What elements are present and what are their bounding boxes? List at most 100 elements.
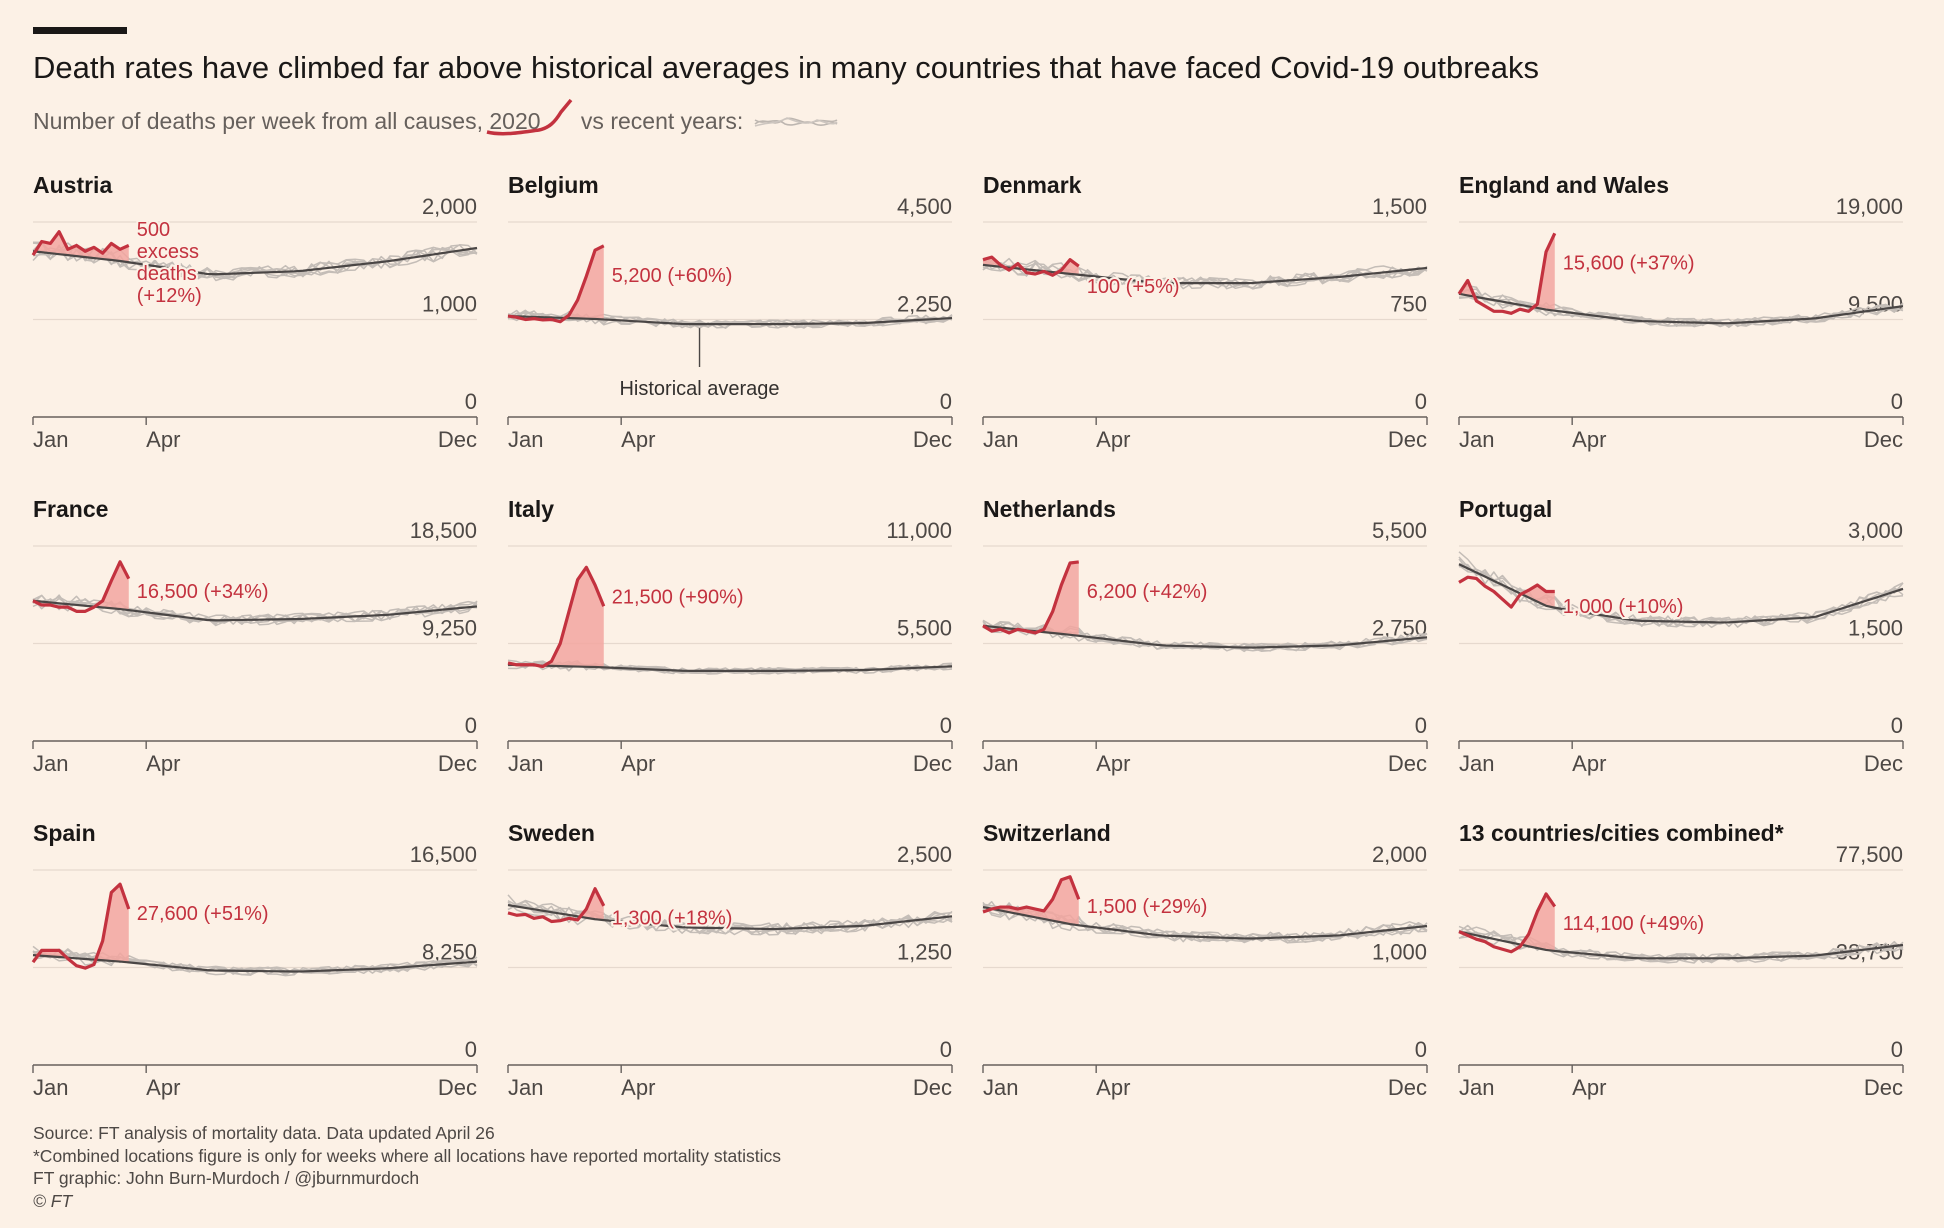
- y-tick-label: 1,500: [1848, 616, 1903, 641]
- x-tick-label: Jan: [1459, 751, 1494, 776]
- y-tick-label: 0: [1415, 1037, 1427, 1062]
- line-2020: [1458, 892, 1557, 954]
- y-tick-label: 16,500: [410, 842, 477, 867]
- x-tick-label: Dec: [438, 1075, 477, 1100]
- panel-title: Portugal: [1459, 496, 1553, 522]
- x-tick-label: Dec: [913, 427, 952, 452]
- x-tick-label: Apr: [1096, 427, 1130, 452]
- y-tick-label: 0: [1891, 1037, 1903, 1062]
- x-tick-label: Apr: [1572, 1075, 1606, 1100]
- excess-deaths-annotation: excess: [137, 241, 199, 263]
- y-tick-label: 2,500: [897, 842, 952, 867]
- y-tick-label: 0: [1415, 713, 1427, 738]
- line-2020: [982, 875, 1081, 914]
- panel-denmark: Denmark 0 750 1,500 Jan Apr Dec 100 (+5%): [982, 172, 1428, 487]
- panel-title: Belgium: [508, 172, 599, 198]
- x-tick-label: Apr: [1572, 751, 1606, 776]
- panel-portugal: Portugal 0 1,500 3,000 Jan Apr Dec 1,000 (+10%): [1458, 496, 1904, 811]
- historical-average-line: [32, 246, 478, 276]
- panel-france: France 0 9,250 18,500 Jan Apr Dec 16,500 (+34%): [32, 496, 478, 811]
- historical-average-line: [1458, 930, 1904, 960]
- excess-deaths-annotation: 1,300 (+18%): [612, 908, 733, 930]
- line-2020: [507, 244, 605, 324]
- chart-svg: 0 1,250 2,500 Jan Apr Dec 1,300 (+18%): [507, 842, 953, 1100]
- y-tick-label: 0: [465, 1037, 477, 1062]
- excess-deaths-area: [508, 567, 604, 668]
- x-tick-label: Jan: [33, 751, 68, 776]
- x-tick-label: Dec: [1388, 427, 1427, 452]
- y-tick-label: 2,000: [422, 194, 477, 219]
- line-2020: [507, 887, 606, 924]
- x-tick-label: Apr: [146, 1075, 180, 1100]
- footer-source: Source: FT analysis of mortality data. D…: [33, 1123, 495, 1143]
- excess-deaths-area: [508, 245, 604, 320]
- y-tick-label: 5,500: [897, 616, 952, 641]
- chart-svg: 0 750 1,500 Jan Apr Dec 100 (+5%): [982, 194, 1428, 452]
- legend-2020-line-icon: [486, 98, 573, 136]
- panel-13-countries-cities-combined: 13 countries/cities combined* 0 38,750 77,5…: [1458, 820, 1904, 1135]
- chart-title: Death rates have climbed far above histo…: [33, 50, 1540, 85]
- footer: Source: FT analysis of mortality data. D…: [33, 1122, 781, 1212]
- excess-deaths-annotation: 15,600 (+37%): [1563, 252, 1695, 274]
- line-2020: [507, 565, 606, 669]
- y-tick-label: 19,000: [1836, 194, 1903, 219]
- line-2020: [31, 230, 130, 257]
- panel-netherlands: Netherlands 0 2,750 5,500 Jan Apr Dec 6,200 (+4…: [982, 496, 1428, 811]
- x-tick-label: Apr: [1572, 427, 1606, 452]
- excess-deaths-annotation: 16,500 (+34%): [137, 581, 269, 603]
- footer-copyright: © FT: [33, 1190, 73, 1211]
- y-tick-label: 1,000: [1372, 940, 1427, 965]
- x-tick-label: Apr: [146, 427, 180, 452]
- recent-year-line: [982, 905, 1428, 943]
- y-tick-label: 0: [940, 713, 952, 738]
- y-tick-label: 0: [465, 713, 477, 738]
- x-tick-label: Dec: [1864, 1075, 1903, 1100]
- historical-average-line: [507, 663, 953, 672]
- historical-average-line: [507, 904, 953, 931]
- historical-average-line: [507, 314, 953, 326]
- x-tick-label: Apr: [1096, 1075, 1130, 1100]
- y-tick-label: 0: [1891, 713, 1903, 738]
- panel-spain: Spain 0 8,250 16,500 Jan Apr Dec 27,600 (+51%): [31, 820, 478, 1135]
- x-tick-label: Dec: [913, 751, 952, 776]
- y-tick-label: 1,250: [897, 940, 952, 965]
- y-tick-label: 750: [1390, 292, 1427, 317]
- line-2020: [32, 560, 131, 613]
- excess-deaths-annotation: 6,200 (+42%): [1087, 581, 1208, 603]
- subtitle-prefix: Number of deaths per week from all cause…: [33, 108, 490, 134]
- excess-deaths-area: [1459, 233, 1555, 311]
- excess-deaths-annotation: 21,500 (+90%): [612, 586, 744, 608]
- chart-svg: 0 1,500 3,000 Jan Apr Dec 1,000 (+10%): [1458, 518, 1904, 776]
- panel-title: Netherlands: [983, 496, 1116, 522]
- line-2020: [1458, 575, 1555, 609]
- historical-average-line: [32, 953, 478, 973]
- recent-year-line: [1458, 556, 1904, 629]
- line-2020: [982, 255, 1080, 277]
- panel-title: Italy: [508, 496, 555, 522]
- x-tick-label: Apr: [621, 427, 655, 452]
- panel-title: 13 countries/cities combined*: [1459, 820, 1784, 846]
- y-tick-label: 0: [940, 389, 952, 414]
- panel-title: Denmark: [983, 172, 1082, 198]
- legend-recent-years-icon: [754, 116, 838, 127]
- panel-italy: Italy 0 5,500 11,000 Jan Apr Dec 21,500 (+90%): [507, 496, 953, 811]
- excess-deaths-area: [33, 884, 129, 963]
- x-tick-label: Jan: [33, 1075, 68, 1100]
- panel-switzerland: Switzerland 0 1,000 2,000 Jan Apr Dec 1,500 (+2…: [982, 820, 1428, 1135]
- y-tick-label: 3,000: [1848, 518, 1903, 543]
- line-2020: [31, 882, 131, 970]
- y-tick-label: 0: [1891, 389, 1903, 414]
- excess-deaths-annotation: 100 (+5%): [1087, 276, 1180, 298]
- panel-title: Spain: [33, 820, 96, 846]
- y-tick-label: 0: [940, 1037, 952, 1062]
- x-tick-label: Jan: [983, 751, 1018, 776]
- panel-title: Sweden: [508, 820, 595, 846]
- excess-deaths-area: [1459, 564, 1555, 608]
- x-tick-label: Dec: [438, 427, 477, 452]
- footer-note: *Combined locations figure is only for w…: [33, 1145, 781, 1166]
- y-tick-label: 2,250: [897, 292, 952, 317]
- x-tick-label: Dec: [913, 1075, 952, 1100]
